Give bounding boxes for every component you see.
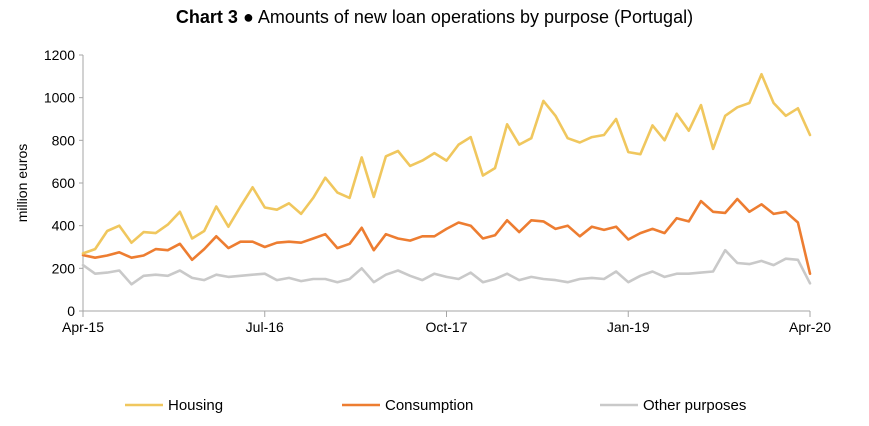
y-axis-title: million euros: [14, 144, 30, 223]
series-line-other-purposes: [81, 248, 812, 286]
legend-label-consumption: Consumption: [385, 397, 473, 414]
chart-title-rest: ● Amounts of new loan operations by purp…: [237, 7, 694, 27]
y-tick-label: 1000: [44, 90, 75, 106]
chart-title: Chart 3 ● Amounts of new loan operations…: [0, 6, 869, 28]
x-tick-label: Apr-20: [789, 319, 831, 335]
y-tick-label: 1200: [44, 47, 75, 63]
x-tick-label: Apr-15: [62, 319, 104, 335]
legend-label-housing: Housing: [168, 397, 223, 414]
legend-label-other-purposes: Other purposes: [643, 397, 746, 414]
y-tick-label: 600: [52, 175, 76, 191]
y-tick-label: 200: [52, 260, 76, 276]
y-tick-label: 800: [52, 132, 76, 148]
legend: Housing Consumption Other purposes: [125, 397, 746, 414]
series-line-consumption: [81, 197, 812, 276]
x-tick-label: Jan-19: [607, 319, 650, 335]
series-line-housing: [81, 72, 812, 255]
y-tick-label: 400: [52, 218, 76, 234]
y-tick-label: 0: [67, 303, 75, 319]
series-lines: [81, 72, 812, 286]
x-tick-label: Oct-17: [425, 319, 467, 335]
axes: 0 200 400 600 800 1000 1200 Apr-15 Jul-16 Oct-17 J…: [44, 47, 831, 335]
x-tick-label: Jul-16: [246, 319, 284, 335]
chart-title-bold: Chart 3: [175, 7, 238, 27]
